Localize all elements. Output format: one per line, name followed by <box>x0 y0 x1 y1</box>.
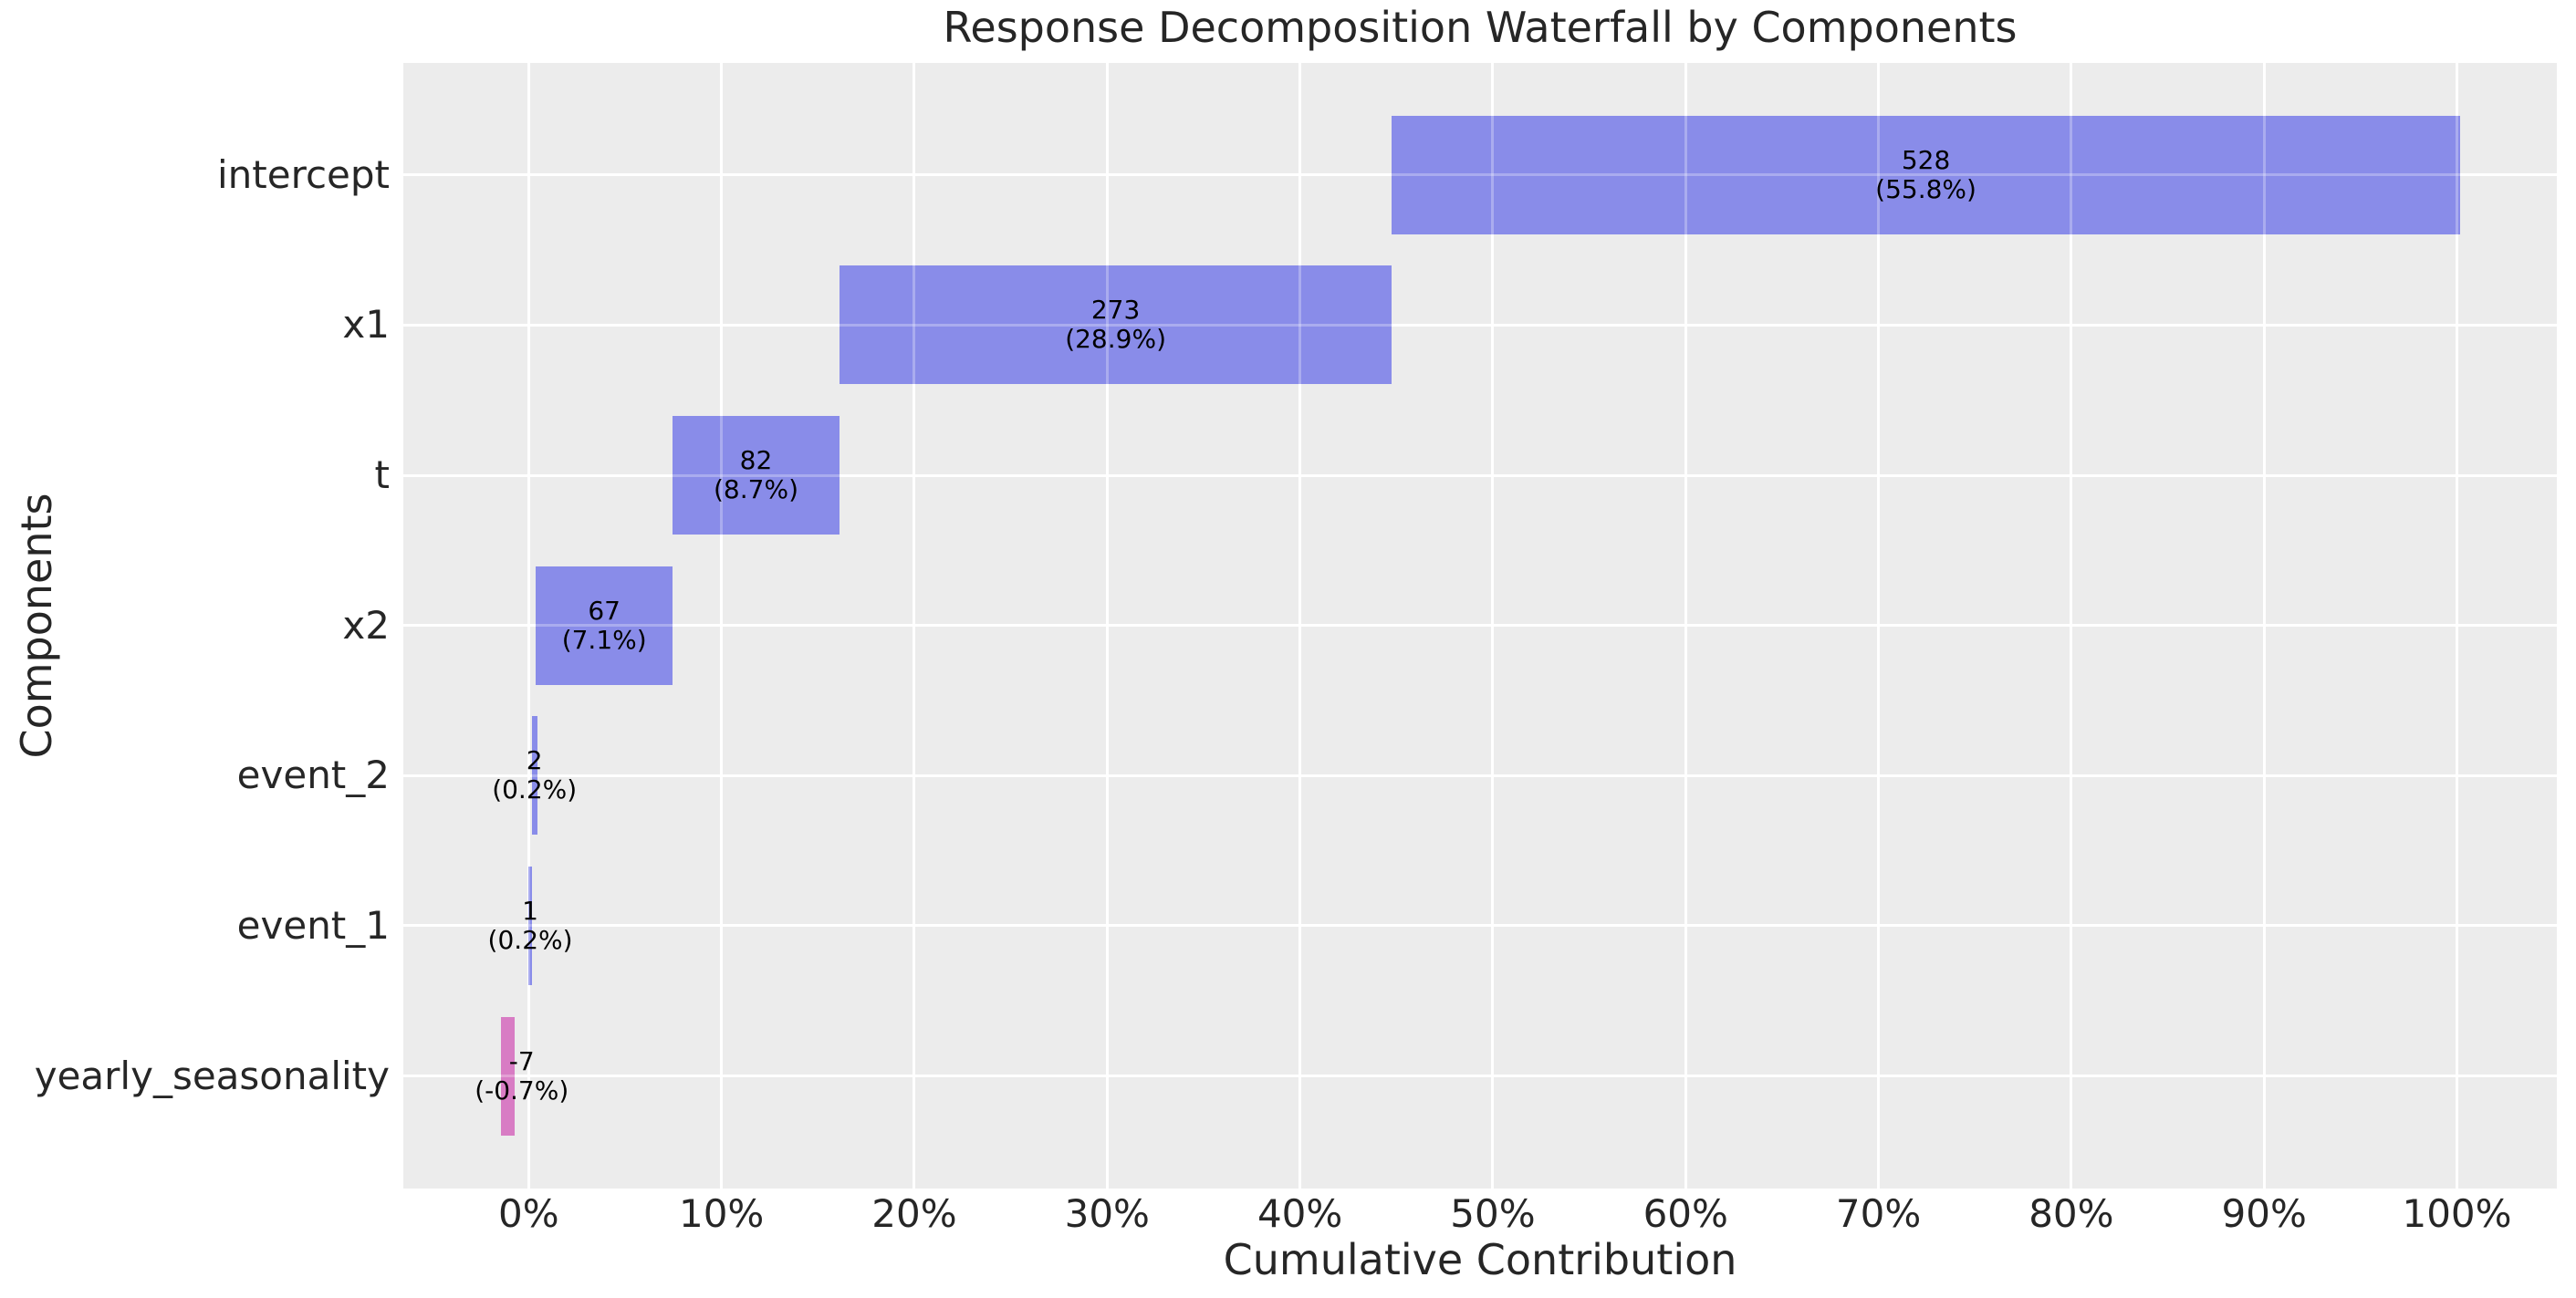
bar-label-yearly_seasonality: -7 (-0.7%) <box>475 1045 569 1106</box>
bar-label-intercept: 528 (55.8%) <box>1875 144 1976 204</box>
gridline-vertical-overlay <box>1491 63 1495 1189</box>
y-tick-label-event_1: event_1 <box>236 902 390 948</box>
bar-x2 <box>536 566 673 685</box>
bars-layer <box>403 63 2557 1189</box>
chart-title: Response Decomposition Waterfall by Comp… <box>943 3 2018 52</box>
bar-percent-label: (28.9%) <box>1065 324 1166 355</box>
gridlines-overlay-layer <box>403 63 2557 1189</box>
x-tick-label-40: 40% <box>1257 1191 1343 1236</box>
bar-label-event_1: 1 (0.2%) <box>487 895 573 955</box>
gridline-vertical-overlay <box>2456 63 2459 1189</box>
gridline-horizontal <box>403 624 2557 628</box>
x-tick-label-30: 30% <box>1064 1191 1150 1236</box>
y-tick-label-t: t <box>374 452 390 497</box>
x-tick-label-0: 0% <box>498 1191 559 1236</box>
gridline-horizontal-overlay <box>403 1075 2557 1078</box>
y-axis-label: Components <box>12 493 61 759</box>
bar-value-label: 1 <box>522 895 538 926</box>
x-axis-label: Cumulative Contribution <box>1223 1235 1737 1284</box>
gridline-vertical-overlay <box>720 63 724 1189</box>
y-tick-label-yearly_seasonality: yearly_seasonality <box>34 1053 390 1098</box>
x-tick-label-60: 60% <box>1643 1191 1728 1236</box>
y-tick-label-intercept: intercept <box>217 151 390 197</box>
bar-percent-label: (0.2%) <box>492 774 578 805</box>
bar-percent-label: (8.7%) <box>714 474 798 504</box>
bar-percent-label: (7.1%) <box>561 624 647 655</box>
gridline-vertical-overlay <box>527 63 530 1189</box>
gridline-vertical-overlay <box>1298 63 1302 1189</box>
gridline-horizontal <box>403 323 2557 327</box>
y-tick-label-event_2: event_2 <box>236 753 390 798</box>
bar-percent-label: (55.8%) <box>1875 173 1976 204</box>
bar-label-x1: 273 (28.9%) <box>1065 296 1166 354</box>
gridline-horizontal-overlay <box>403 323 2557 327</box>
gridline-horizontal <box>403 774 2557 777</box>
gridline-horizontal-overlay <box>403 924 2557 928</box>
gridline-vertical-overlay <box>1877 63 1881 1189</box>
gridline-horizontal-overlay <box>403 624 2557 628</box>
gridline-vertical-overlay <box>2070 63 2073 1189</box>
x-tick-label-70: 70% <box>1835 1191 1922 1236</box>
x-tick-label-10: 10% <box>678 1191 765 1236</box>
x-tick-label-80: 80% <box>2028 1191 2114 1236</box>
bar-percent-label: (-0.7%) <box>475 1075 569 1106</box>
gridline-horizontal-overlay <box>403 774 2557 777</box>
gridline-vertical-overlay <box>913 63 916 1189</box>
gridline-vertical-overlay <box>1105 63 1109 1189</box>
gridline-horizontal <box>403 924 2557 928</box>
bar-value-label: 273 <box>1090 295 1141 326</box>
x-tick-label-90: 90% <box>2221 1191 2307 1236</box>
bar-t <box>673 416 840 535</box>
x-tick-label-20: 20% <box>871 1191 957 1236</box>
gridline-vertical-overlay <box>1684 63 1687 1189</box>
gridlines-layer <box>403 63 2557 1189</box>
bar-x1 <box>839 265 1392 385</box>
bar-value-label: 2 <box>526 745 543 776</box>
bar-label-t: 82 (8.7%) <box>714 446 798 504</box>
gridline-vertical-overlay <box>2262 63 2266 1189</box>
bar-percent-label: (0.2%) <box>487 924 573 955</box>
bar-value-label: -7 <box>508 1045 535 1076</box>
bar-event_1 <box>528 866 532 985</box>
gridline-horizontal-overlay <box>403 173 2557 177</box>
x-tick-label-100: 100% <box>2402 1191 2512 1236</box>
bar-yearly_seasonality <box>501 1016 516 1136</box>
bar-value-label: 67 <box>588 595 621 626</box>
gridline-horizontal <box>403 1075 2557 1078</box>
bar-intercept <box>1392 115 2460 234</box>
x-tick-label-50: 50% <box>1450 1191 1536 1236</box>
bar-value-label: 82 <box>739 445 773 475</box>
y-tick-label-x2: x2 <box>342 602 390 648</box>
bar-event_2 <box>531 716 537 836</box>
y-tick-label-x1: x1 <box>342 302 390 348</box>
gridline-horizontal <box>403 473 2557 477</box>
bar-value-label: 528 <box>1901 144 1951 175</box>
bar-labels-layer: 528 (55.8%) 273 (28.9%) 82 (8.7%) 67 (7.1%) 2 (0.… <box>403 63 2557 1189</box>
bar-label-event_2: 2 (0.2%) <box>492 746 577 805</box>
bar-label-x2: 67 (7.1%) <box>561 595 647 655</box>
gridline-horizontal-overlay <box>403 473 2557 477</box>
